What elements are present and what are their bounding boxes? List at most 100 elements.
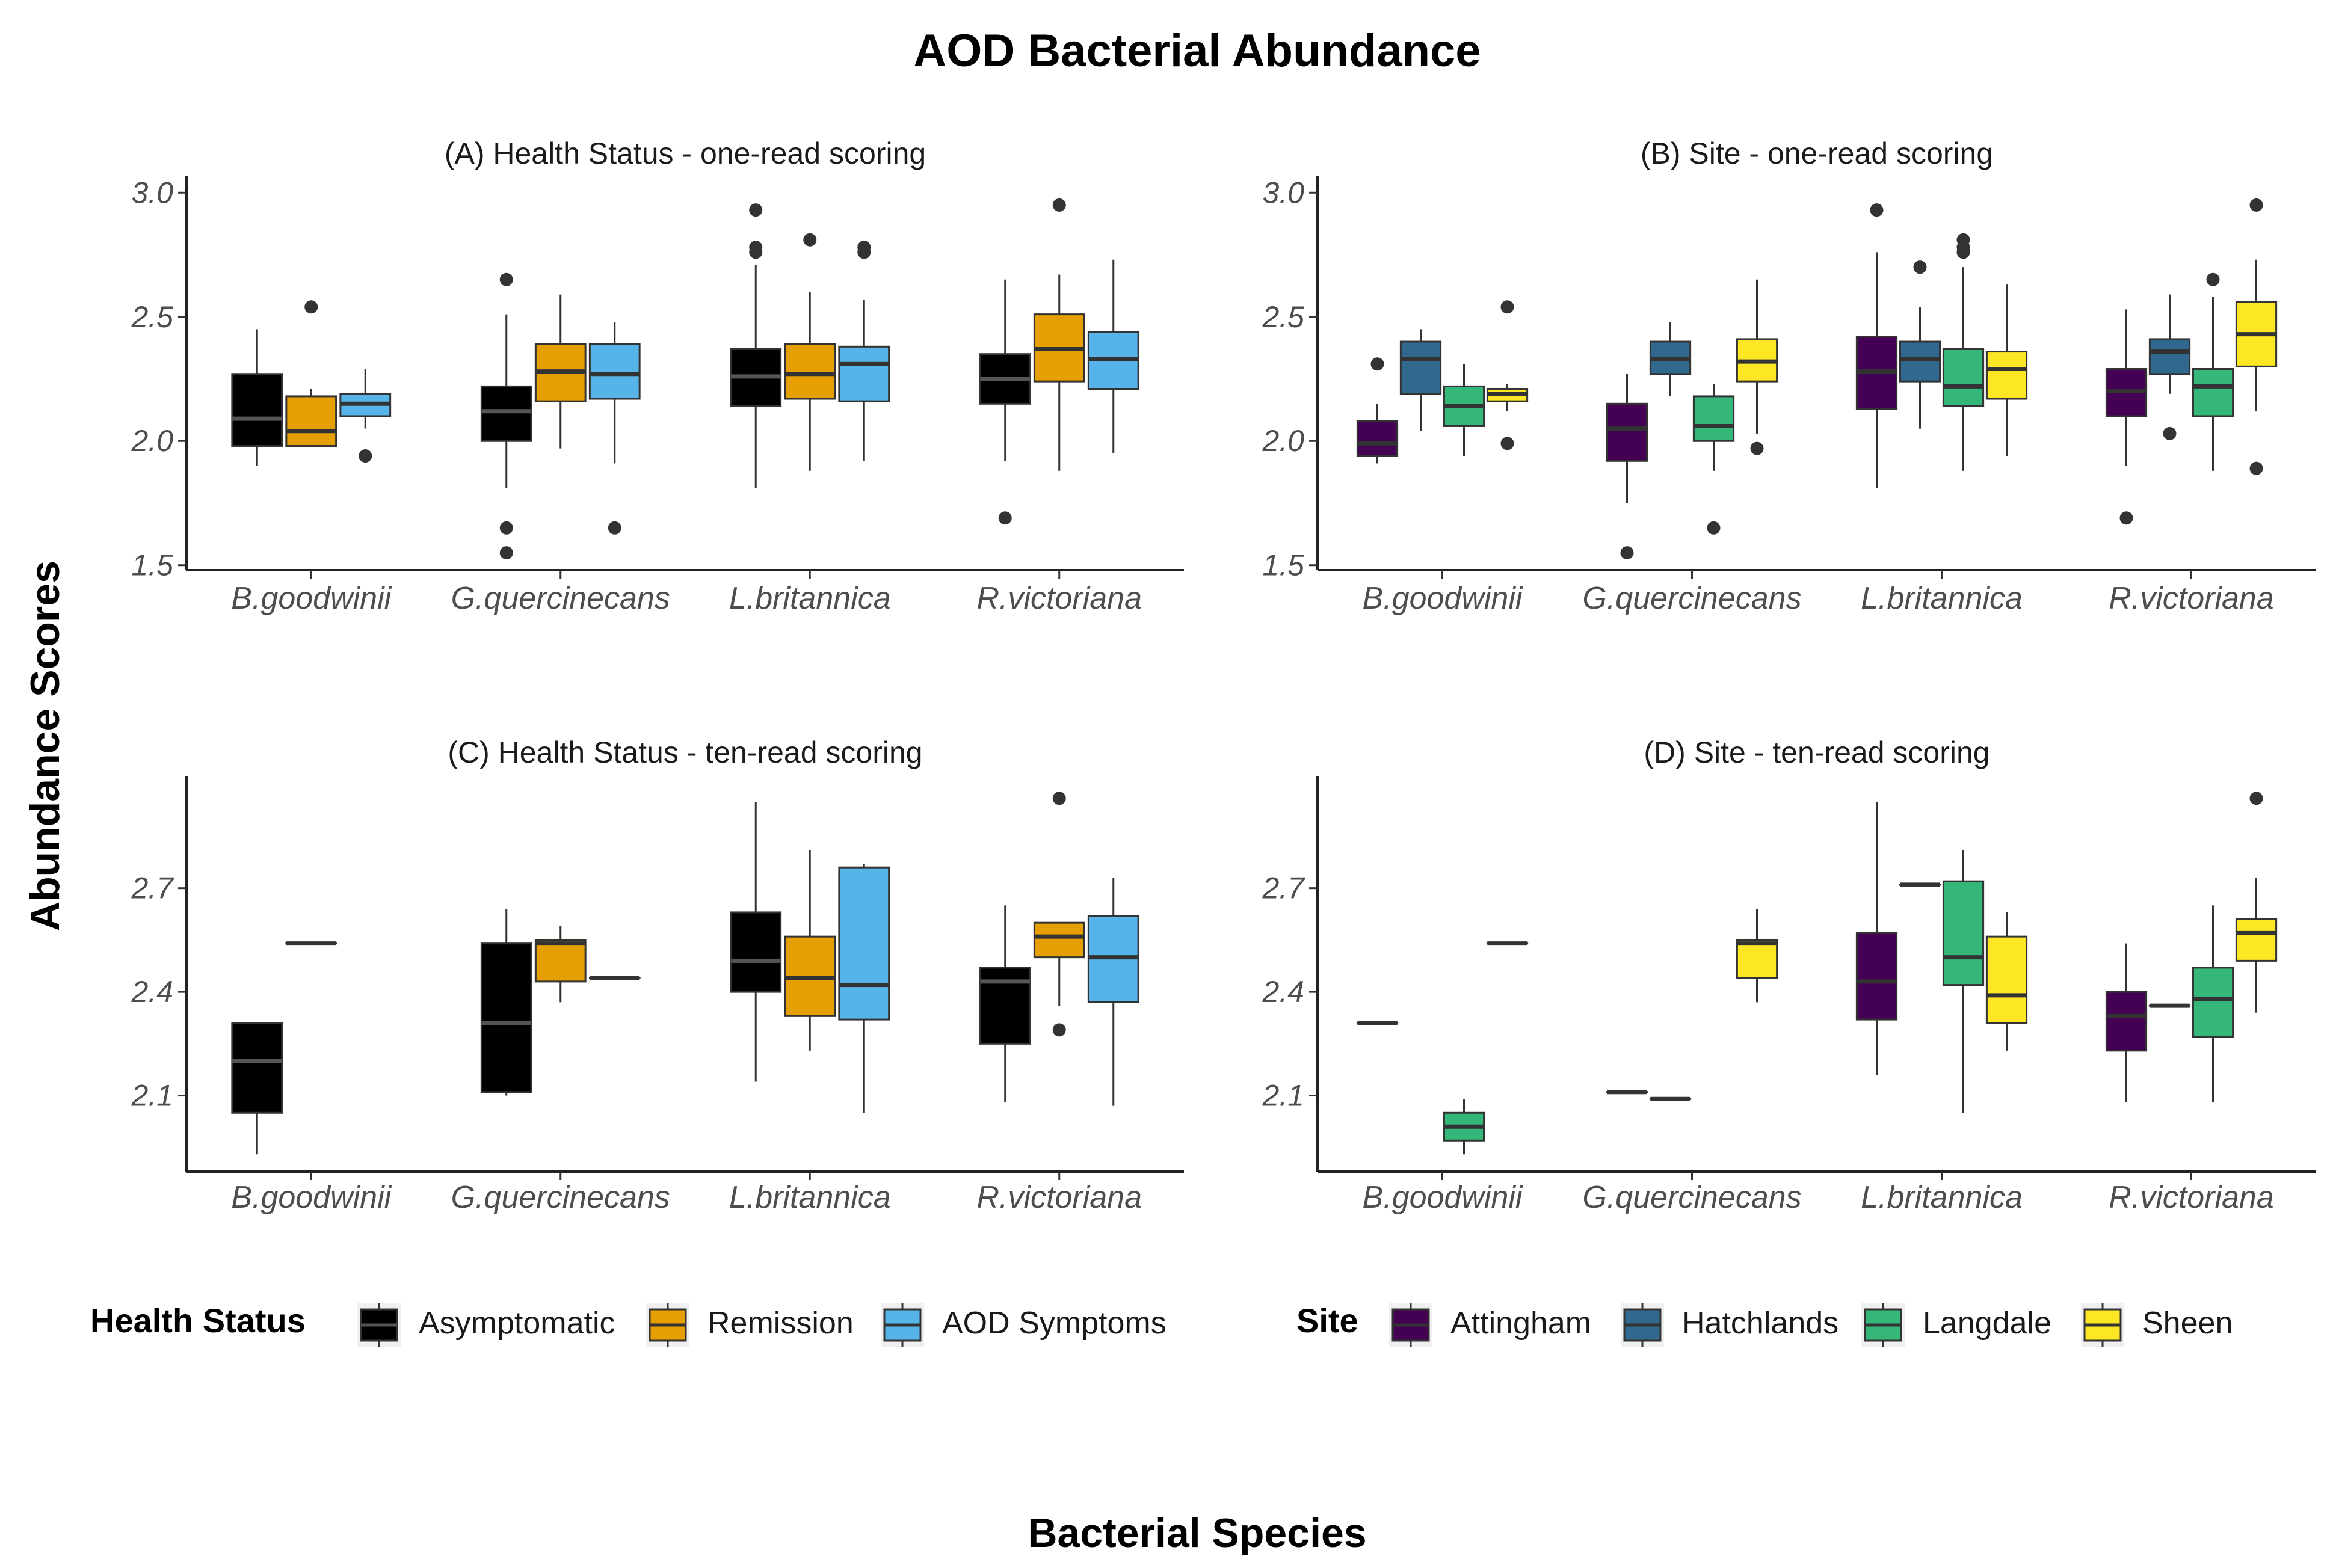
box-body xyxy=(979,967,1031,1045)
box-asymptomatic xyxy=(480,272,532,560)
box-body xyxy=(838,345,890,402)
box-sheen xyxy=(2235,198,2278,475)
box-langdale xyxy=(2192,905,2234,1103)
panel-4: (D) Site - ten-read scoring 2.1 2.4 2.7 B.go… xyxy=(1262,736,2316,1215)
box-langdale xyxy=(1942,850,1985,1113)
box-body xyxy=(2235,918,2278,962)
panel-title: (C) Health Status - ten-read scoring xyxy=(448,736,922,769)
box-body xyxy=(231,1022,283,1114)
outlier-point xyxy=(1500,300,1514,314)
outlier-point xyxy=(1620,546,1634,560)
box-body xyxy=(534,939,587,983)
outlier-point xyxy=(499,272,513,286)
x-tick-label: B.goodwinii xyxy=(1363,581,1523,616)
box-body xyxy=(784,343,836,400)
box-attingham xyxy=(2105,309,2148,525)
outlier-point xyxy=(1956,233,1970,247)
box-attingham xyxy=(1356,357,1399,464)
box-body xyxy=(1899,340,1941,383)
box-body xyxy=(838,866,890,1021)
box-sheen xyxy=(1486,300,1529,450)
box-langdale xyxy=(2192,272,2234,471)
box-asymptomatic xyxy=(231,1022,283,1155)
box-asymptomatic xyxy=(231,329,283,466)
box-body xyxy=(1033,921,1085,959)
box-remission xyxy=(534,294,587,449)
legend-2: Site Attingham Hatchlands Langdale Sheen xyxy=(1296,1302,2233,1347)
box-langdale xyxy=(1692,384,1735,535)
legend-label: Remission xyxy=(707,1306,854,1341)
x-tick-label: R.victoriana xyxy=(2109,581,2274,616)
outlier-point xyxy=(2249,792,2263,805)
outlier-point xyxy=(1913,260,1927,274)
panels-group: (A) Health Status - one-read scoring 1.5 2… xyxy=(131,137,2316,1215)
legend-label: Attingham xyxy=(1450,1306,1591,1341)
outlier-point xyxy=(499,521,513,535)
x-tick-label: L.britannica xyxy=(1861,1180,2023,1215)
box-body xyxy=(1399,340,1442,395)
outlier-point xyxy=(1052,1023,1066,1037)
x-tick-label: B.goodwinii xyxy=(1363,1180,1523,1215)
outlier-point xyxy=(857,241,871,254)
legend-item: Remission xyxy=(646,1303,854,1347)
box-asymptomatic xyxy=(730,801,782,1082)
legend-title: Health Status xyxy=(90,1302,306,1339)
box-langdale xyxy=(1443,364,1485,457)
y-tick-label: 1.5 xyxy=(131,549,173,582)
x-tick-label: G.quercinecans xyxy=(451,581,670,616)
y-tick-label: 3.0 xyxy=(131,176,173,209)
legend-label: AOD Symptoms xyxy=(942,1306,1166,1341)
box-body xyxy=(1606,402,1648,462)
box-aod-symptoms xyxy=(1087,878,1139,1106)
box-body xyxy=(1942,348,1985,407)
outlier-point xyxy=(2206,272,2220,286)
legend-item: Hatchlands xyxy=(1621,1303,1838,1347)
y-tick-label: 2.4 xyxy=(1262,975,1304,1009)
legend-1: Health Status Asymptomatic Remission AOD Sy… xyxy=(90,1302,1166,1347)
box-attingham xyxy=(1606,374,1648,560)
box-body xyxy=(1985,351,2028,400)
box-hatchlands xyxy=(1399,329,1442,431)
legend-item: Langdale xyxy=(1861,1303,2051,1347)
box-remission xyxy=(534,926,587,1003)
box-hatchlands xyxy=(2148,294,2191,440)
box-body xyxy=(2192,367,2234,417)
outlier-point xyxy=(998,511,1012,525)
box-aod-symptoms xyxy=(1087,259,1139,453)
outlier-point xyxy=(2119,511,2133,525)
box-aod-symptoms xyxy=(339,369,392,463)
x-tick-label: B.goodwinii xyxy=(231,581,392,616)
y-tick-label: 2.5 xyxy=(131,300,173,334)
outlier-point xyxy=(1370,357,1384,371)
box-body xyxy=(1855,932,1898,1021)
box-body xyxy=(2192,967,2234,1038)
y-tick-label: 2.4 xyxy=(131,975,173,1009)
box-hatchlands xyxy=(1899,260,1941,429)
box-aod-symptoms xyxy=(838,864,890,1113)
box-sheen xyxy=(1985,912,2028,1051)
y-tick-label: 2.0 xyxy=(131,424,173,458)
x-tick-label: B.goodwinii xyxy=(231,1180,392,1215)
box-body xyxy=(730,911,782,993)
legend-label: Asymptomatic xyxy=(419,1306,615,1341)
box-attingham xyxy=(1855,801,1898,1075)
y-tick-label: 2.0 xyxy=(1262,424,1304,458)
box-remission xyxy=(784,233,836,471)
outlier-point xyxy=(1707,521,1721,535)
x-tick-label: R.victoriana xyxy=(976,581,1142,616)
box-body xyxy=(285,395,337,447)
box-sheen xyxy=(1736,279,1778,455)
outlier-point xyxy=(749,241,763,254)
x-tick-label: R.victoriana xyxy=(976,1180,1142,1215)
y-tick-label: 2.1 xyxy=(131,1079,173,1113)
box-body xyxy=(1736,939,1778,979)
outlier-point xyxy=(304,300,318,314)
box-body xyxy=(1942,880,1985,986)
box-asymptomatic xyxy=(480,909,532,1096)
x-axis-title: Bacterial Species xyxy=(1028,1510,1366,1556)
outlier-point xyxy=(2163,426,2177,440)
box-sheen xyxy=(1985,284,2028,457)
box-body xyxy=(480,385,532,442)
x-tick-label: L.britannica xyxy=(729,581,891,616)
